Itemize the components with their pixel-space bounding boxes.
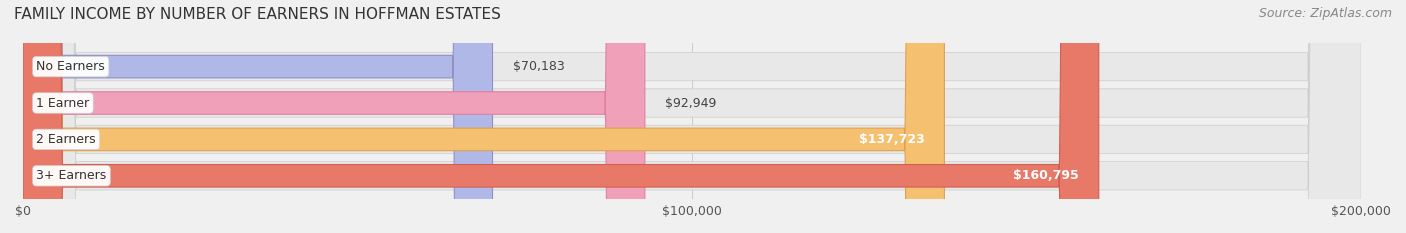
FancyBboxPatch shape <box>22 0 1361 233</box>
FancyBboxPatch shape <box>22 0 1361 233</box>
FancyBboxPatch shape <box>22 0 1098 233</box>
Text: 1 Earner: 1 Earner <box>37 96 90 110</box>
FancyBboxPatch shape <box>22 0 1361 233</box>
FancyBboxPatch shape <box>22 0 645 233</box>
Text: $92,949: $92,949 <box>665 96 716 110</box>
FancyBboxPatch shape <box>22 0 492 233</box>
Text: $70,183: $70,183 <box>513 60 564 73</box>
Text: 2 Earners: 2 Earners <box>37 133 96 146</box>
FancyBboxPatch shape <box>22 0 1361 233</box>
Text: $137,723: $137,723 <box>859 133 924 146</box>
Text: 3+ Earners: 3+ Earners <box>37 169 107 182</box>
Text: No Earners: No Earners <box>37 60 105 73</box>
Text: FAMILY INCOME BY NUMBER OF EARNERS IN HOFFMAN ESTATES: FAMILY INCOME BY NUMBER OF EARNERS IN HO… <box>14 7 501 22</box>
FancyBboxPatch shape <box>22 0 945 233</box>
Text: $160,795: $160,795 <box>1012 169 1078 182</box>
Text: Source: ZipAtlas.com: Source: ZipAtlas.com <box>1258 7 1392 20</box>
